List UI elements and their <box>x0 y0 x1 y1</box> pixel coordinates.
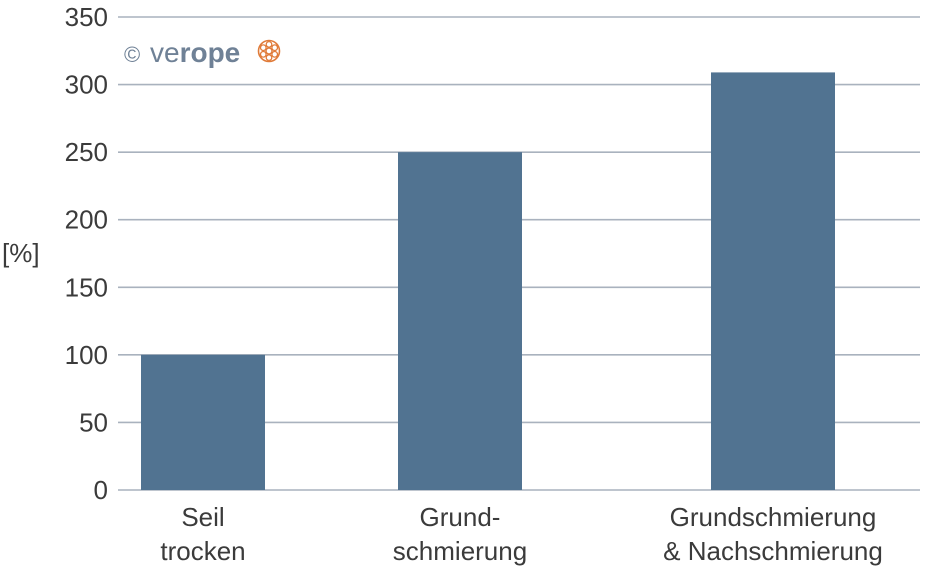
rope-cross-section-icon <box>257 39 281 63</box>
logo-wordmark-bold: rope <box>180 37 241 68</box>
category-label: Grundschmierung <box>670 502 877 532</box>
category-label: schmierung <box>393 536 527 566</box>
y-tick-label: 200 <box>65 205 108 235</box>
y-tick-label: 50 <box>79 407 108 437</box>
category-label: trocken <box>160 536 245 566</box>
y-axis-label: [%] <box>2 238 40 268</box>
logo-wordmark-light: ve <box>150 37 180 68</box>
category-label: Seil <box>181 502 224 532</box>
bars <box>141 72 835 490</box>
y-axis-tick-labels: 0 50 100 150 200 250 300 350 <box>65 2 108 505</box>
copyright-symbol: © <box>124 42 140 67</box>
logo-wordmark: verope <box>150 37 240 68</box>
bar-2 <box>398 152 522 490</box>
category-label: Grund- <box>420 502 501 532</box>
y-tick-label: 250 <box>65 137 108 167</box>
bar-1 <box>141 354 265 490</box>
y-tick-label: 150 <box>65 272 108 302</box>
y-tick-label: 350 <box>65 2 108 32</box>
verope-logo: © verope <box>124 37 281 68</box>
y-tick-label: 100 <box>65 340 108 370</box>
category-label: & Nachschmierung <box>663 536 883 566</box>
y-tick-label: 300 <box>65 70 108 100</box>
y-tick-label: 0 <box>94 475 108 505</box>
category-labels: Seil trocken Grund-schmierung Grundschmieru… <box>160 502 882 566</box>
bar-3 <box>711 72 835 490</box>
